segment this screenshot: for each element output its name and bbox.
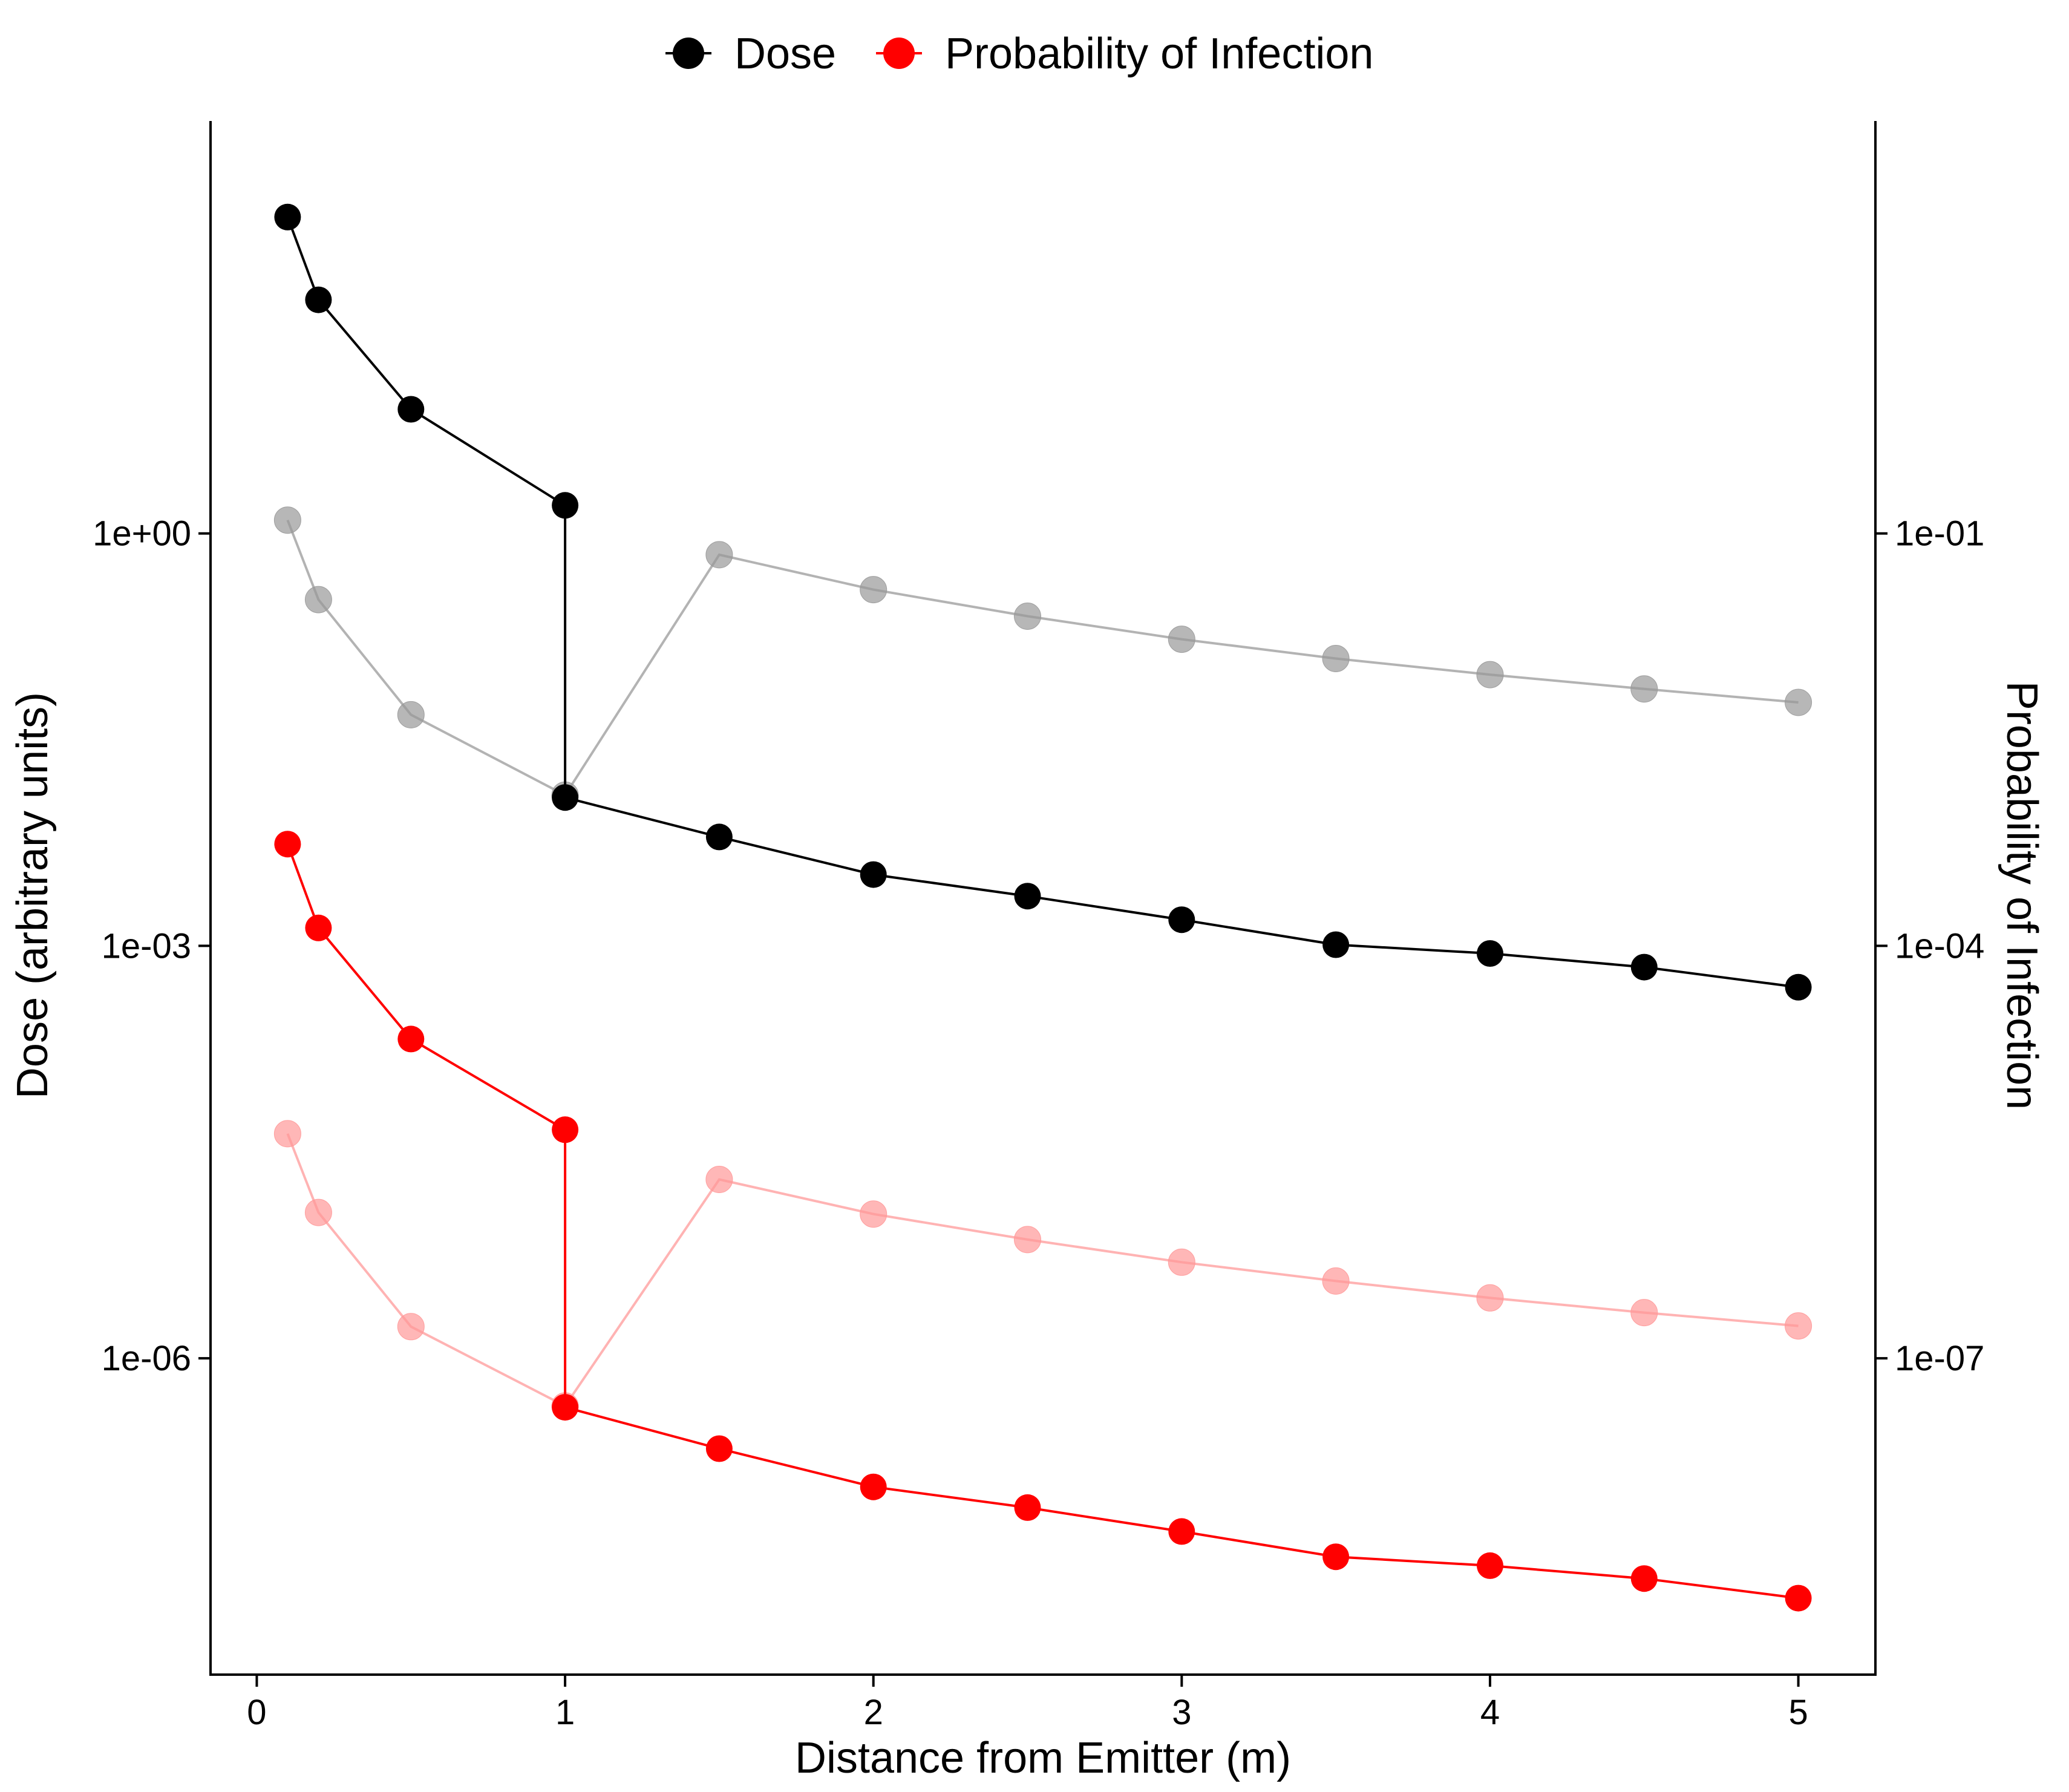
data-point-dose-faded [1322,645,1350,672]
right-tick-label: 1e-04 [1895,926,1984,966]
data-point-dose [397,396,425,423]
left-tick-label: 1e-06 [102,1339,191,1378]
data-point-probability-faded [397,1313,425,1341]
legend-key-dose [673,38,704,69]
data-point-dose [1785,973,1812,1001]
data-point-dose-faded [273,506,301,534]
data-point-probability-faded [1168,1248,1195,1276]
legend-label-probability: Probability of Infection [945,30,1373,78]
data-point-probability-faded [705,1166,733,1193]
x-tick-label: 5 [1788,1693,1808,1732]
series-probability-faded [273,1120,1812,1420]
series-line-probability-faded [286,1133,1799,1408]
data-point-dose [552,784,579,811]
left-axis-ticks: 1e+00 1e-03 1e-06 [93,514,211,1378]
data-point-dose [705,823,733,851]
legend-key-probability [883,38,915,69]
data-point-dose-faded [1168,626,1195,653]
x-tick-label: 0 [247,1693,266,1732]
legend-item-probability: Probability of Infection [876,30,1373,78]
data-point-dose-faded [1476,661,1504,688]
data-point-probability [552,1394,579,1421]
data-point-probability [1322,1543,1350,1571]
data-point-probability [1168,1518,1195,1545]
legend: Dose Probability of Infection [665,30,1373,78]
data-point-probability [274,831,301,858]
data-point-dose-faded [705,541,733,569]
data-point-probability-faded [1014,1226,1041,1254]
data-point-dose [274,203,301,231]
left-tick-label: 1e+00 [93,514,191,554]
x-axis-ticks: 0 1 2 3 4 5 [247,1675,1808,1732]
data-point-dose [1322,931,1350,958]
x-axis-title: Distance from Emitter (m) [795,1734,1291,1782]
data-point-dose-faded [860,576,887,604]
data-point-probability-faded [1630,1299,1658,1327]
data-point-probability [1630,1565,1658,1592]
data-point-dose [1168,906,1195,934]
series-dose-faded [273,506,1812,809]
data-point-probability [705,1435,733,1462]
data-point-dose-faded [1630,675,1658,703]
series-dose [274,203,1812,1001]
data-point-dose [305,286,332,313]
data-point-dose-faded [304,586,332,613]
data-point-probability [305,914,332,941]
data-point-dose-faded [1014,603,1041,630]
data-point-probability [860,1473,887,1500]
data-point-probability-faded [1322,1267,1350,1295]
legend-item-dose: Dose [665,30,836,78]
data-point-dose-faded [1785,688,1812,716]
x-tick-label: 1 [555,1693,575,1732]
data-point-dose [860,861,887,888]
data-point-probability-faded [860,1200,887,1228]
data-point-dose [1477,940,1503,967]
left-axis-title: Dose (arbitrary units) [8,692,57,1099]
data-point-probability [397,1025,425,1053]
x-tick-label: 4 [1480,1693,1500,1732]
data-point-probability [1014,1494,1041,1521]
data-point-dose [1014,883,1041,910]
data-point-probability-faded [273,1120,301,1148]
data-point-dose [552,492,579,519]
data-point-probability-faded [1785,1312,1812,1340]
series-probability [274,831,1812,1612]
right-tick-label: 1e-07 [1895,1339,1984,1378]
data-point-dose-faded [397,701,425,728]
x-tick-label: 2 [864,1693,883,1732]
data-point-probability-faded [304,1198,332,1226]
data-point-dose [1630,953,1658,981]
series-layer [273,203,1812,1612]
right-axis-ticks: 1e-01 1e-04 1e-07 [1875,514,1984,1378]
data-point-probability [1477,1552,1503,1579]
data-point-probability-faded [1476,1284,1504,1312]
legend-label-dose: Dose [734,30,836,78]
data-point-probability [1785,1584,1812,1612]
left-tick-label: 1e-03 [102,926,191,966]
data-point-probability [552,1116,579,1143]
x-tick-label: 3 [1172,1693,1191,1732]
right-tick-label: 1e-01 [1895,514,1984,554]
right-axis-title: Probability of Infection [1998,681,2046,1110]
series-line-dose-faded [286,519,1799,797]
